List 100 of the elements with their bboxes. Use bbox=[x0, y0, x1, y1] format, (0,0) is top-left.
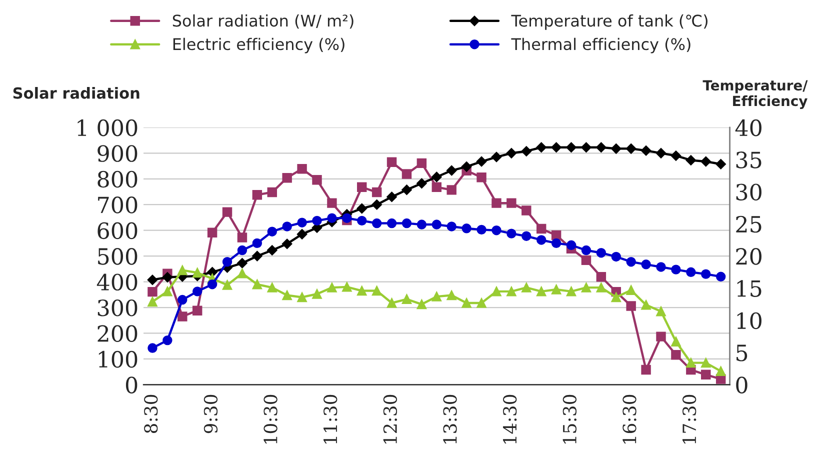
point bbox=[611, 252, 621, 262]
point bbox=[656, 148, 666, 158]
point bbox=[506, 228, 516, 238]
point bbox=[282, 173, 292, 183]
point bbox=[327, 213, 337, 223]
point bbox=[297, 292, 307, 302]
y-tick-label: 800 bbox=[98, 170, 138, 188]
point bbox=[596, 272, 606, 282]
y2-tick-label: 35 bbox=[736, 152, 762, 168]
point bbox=[686, 267, 696, 277]
point bbox=[402, 184, 412, 195]
y-tick-label: 200 bbox=[98, 325, 138, 342]
point bbox=[446, 185, 456, 195]
y-tick-label: 300 bbox=[98, 299, 138, 316]
point bbox=[446, 222, 456, 232]
point bbox=[162, 272, 173, 282]
y-tick-label: 600 bbox=[98, 222, 138, 240]
y-tick-label: 100 bbox=[98, 350, 138, 368]
x-tick-label: 10:30 bbox=[264, 394, 278, 444]
point bbox=[162, 335, 172, 346]
x-tick-label: 16:30 bbox=[622, 394, 636, 444]
point bbox=[372, 200, 382, 210]
point bbox=[252, 250, 262, 262]
point bbox=[148, 343, 158, 353]
y2-tick-label: 20 bbox=[736, 248, 762, 265]
point bbox=[656, 306, 666, 316]
point bbox=[626, 285, 636, 296]
point bbox=[252, 190, 262, 200]
point bbox=[416, 158, 427, 168]
point bbox=[581, 255, 592, 266]
point bbox=[416, 299, 427, 310]
point bbox=[626, 301, 636, 311]
point bbox=[386, 218, 397, 228]
point bbox=[492, 225, 502, 236]
point bbox=[357, 216, 367, 226]
point bbox=[671, 264, 681, 274]
point bbox=[536, 142, 546, 152]
y-tick-label: 1 000 bbox=[78, 119, 138, 136]
point bbox=[476, 224, 486, 235]
x-tick-label: 13:30 bbox=[443, 394, 457, 444]
point bbox=[551, 238, 562, 248]
y2-tick-label: 40 bbox=[735, 119, 762, 136]
point bbox=[446, 165, 457, 176]
point bbox=[522, 231, 532, 241]
point bbox=[596, 142, 606, 152]
point bbox=[432, 220, 442, 230]
point bbox=[551, 142, 562, 152]
point bbox=[237, 245, 248, 256]
legend-label: Temperature of tank (℃) bbox=[511, 14, 708, 30]
point bbox=[252, 238, 262, 248]
point bbox=[716, 158, 726, 170]
point bbox=[327, 198, 337, 208]
point bbox=[611, 144, 622, 154]
point bbox=[178, 265, 188, 276]
point bbox=[207, 228, 218, 238]
point bbox=[386, 192, 397, 202]
x-tick-label: 12:30 bbox=[383, 394, 398, 444]
x-tick-label: 14:30 bbox=[503, 394, 517, 444]
y-tick-label: 900 bbox=[98, 145, 138, 162]
point bbox=[641, 364, 651, 375]
legend-label: Solar radiation (W/ m²) bbox=[172, 14, 354, 29]
point bbox=[462, 298, 472, 308]
point bbox=[148, 286, 158, 297]
point bbox=[701, 358, 711, 368]
point bbox=[506, 148, 517, 158]
point bbox=[522, 206, 532, 216]
point bbox=[596, 282, 606, 292]
x-tick-label: 17:30 bbox=[682, 394, 696, 444]
point bbox=[282, 222, 292, 232]
point bbox=[327, 282, 337, 292]
legend-label: Thermal efficiency (%) bbox=[511, 38, 690, 54]
point bbox=[312, 175, 322, 185]
point bbox=[581, 245, 592, 256]
point bbox=[416, 178, 427, 189]
point bbox=[386, 157, 397, 168]
point bbox=[237, 258, 248, 268]
point bbox=[402, 218, 412, 228]
point bbox=[522, 282, 532, 292]
point bbox=[476, 172, 486, 182]
point bbox=[686, 358, 696, 368]
point bbox=[222, 280, 232, 290]
y-axis-title: Solar radiation bbox=[13, 87, 140, 99]
point bbox=[536, 224, 546, 234]
point bbox=[670, 150, 682, 161]
point bbox=[581, 142, 592, 152]
point bbox=[357, 182, 367, 192]
point bbox=[581, 282, 592, 292]
point bbox=[492, 198, 502, 208]
point bbox=[372, 286, 382, 296]
point bbox=[462, 224, 472, 234]
point bbox=[506, 286, 516, 296]
point bbox=[147, 274, 158, 285]
point bbox=[432, 172, 442, 182]
point bbox=[342, 282, 352, 292]
point bbox=[641, 300, 651, 310]
point bbox=[192, 286, 202, 296]
y2-tick-label: 30 bbox=[736, 184, 762, 201]
point bbox=[626, 144, 636, 154]
point bbox=[432, 182, 442, 192]
point bbox=[237, 268, 248, 278]
